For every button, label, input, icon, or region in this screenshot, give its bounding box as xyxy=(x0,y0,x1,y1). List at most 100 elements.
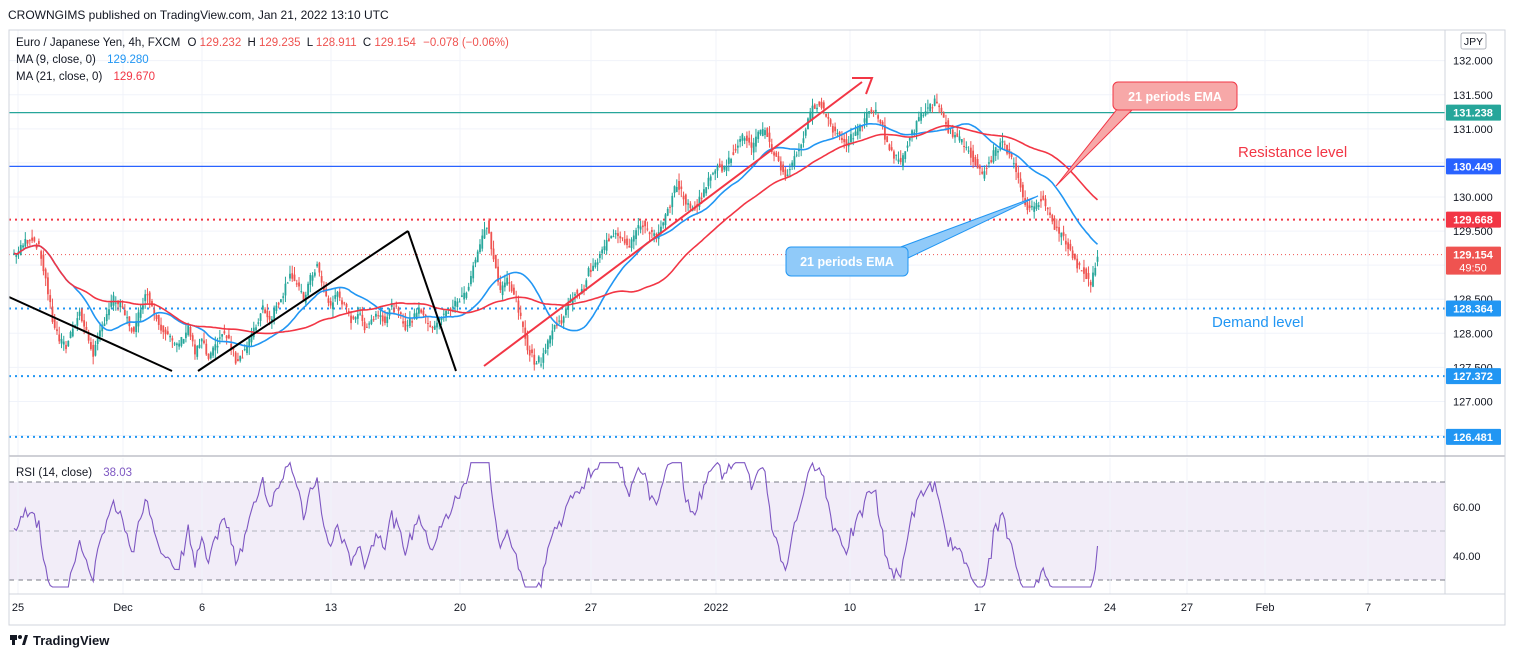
candle-body xyxy=(596,262,599,265)
candle-body xyxy=(300,291,303,293)
candle-body xyxy=(216,345,219,348)
candle-body xyxy=(601,249,604,254)
candle-body xyxy=(924,111,927,116)
candle-body xyxy=(974,156,977,166)
candle-body xyxy=(139,309,142,318)
candle-body xyxy=(816,107,818,110)
candle-body xyxy=(47,277,49,295)
candle-body xyxy=(499,282,502,291)
candle-body xyxy=(1094,267,1097,276)
candle-body xyxy=(1074,253,1076,260)
candle-body xyxy=(427,323,429,325)
candle-body xyxy=(37,241,40,245)
candle-body xyxy=(675,186,678,193)
candle-body xyxy=(1010,152,1013,157)
candle-body xyxy=(1067,242,1070,249)
candle-body xyxy=(390,302,393,307)
annotation-ema-blue[interactable]: 21 periods EMA xyxy=(785,195,1039,277)
candle-body xyxy=(250,333,253,343)
candle-body xyxy=(1006,144,1008,154)
candle-body xyxy=(589,269,592,273)
candle-body xyxy=(526,335,529,351)
candle-body xyxy=(1096,256,1099,262)
candle-body xyxy=(565,308,567,316)
time-axis[interactable]: 25 Dec 6 13 20 27 2022 10 17 24 27 Feb 7 xyxy=(12,602,1371,614)
candle-body xyxy=(626,238,628,246)
legend: Euro / Japanese Yen, 4h, FXCM O 129.232 … xyxy=(16,37,509,83)
tradingview-logo[interactable]: TradingView xyxy=(10,633,110,648)
candle-body xyxy=(420,309,423,313)
candle-body xyxy=(1049,212,1051,215)
candle-body xyxy=(850,134,852,143)
candle-body xyxy=(777,156,780,161)
candle-body xyxy=(454,300,457,307)
candle-body xyxy=(981,171,984,174)
candle-body xyxy=(203,340,205,344)
svg-text:MA (21, close, 0) 129.67: MA (21, close, 0) 129.670 xyxy=(16,71,155,83)
price-badge xyxy=(1446,246,1501,275)
candle-body xyxy=(248,338,251,348)
candle-body xyxy=(327,298,330,303)
candle-body xyxy=(90,342,92,350)
candle-body xyxy=(585,280,588,288)
candle-body xyxy=(739,139,742,142)
svg-text:RSI (14, close) 38.03: RSI (14, close) 38.03 xyxy=(16,467,132,479)
candle-body xyxy=(883,125,886,140)
candle-body xyxy=(544,350,547,353)
candle-body xyxy=(868,111,870,114)
candle-body xyxy=(418,307,420,314)
candle-body xyxy=(533,354,536,365)
candle-body xyxy=(246,345,248,354)
candle-body xyxy=(270,319,273,322)
candle-body xyxy=(811,105,814,120)
candle-body xyxy=(619,236,622,239)
candle-body xyxy=(646,228,649,230)
candle-body xyxy=(408,318,411,326)
candle-body xyxy=(730,158,732,163)
time-tick: 2022 xyxy=(704,602,728,614)
candle-body xyxy=(76,318,79,326)
candle-body xyxy=(67,340,70,347)
candle-body xyxy=(888,144,891,150)
candle-body xyxy=(13,253,15,256)
candle-body xyxy=(338,291,341,298)
candle-body xyxy=(576,289,579,294)
candle-body xyxy=(187,325,190,335)
jpy-button[interactable]: JPY xyxy=(1460,32,1487,50)
candle-body xyxy=(429,325,432,328)
rsi-pane[interactable]: RSI (14, close) 38.03 60.00 40.00 xyxy=(9,458,1481,594)
candle-body xyxy=(829,119,832,125)
candle-body xyxy=(513,287,515,295)
candle-body xyxy=(291,273,294,279)
candle-body xyxy=(87,333,90,341)
candle-body xyxy=(897,159,900,162)
candle-body xyxy=(146,294,149,296)
candle-body xyxy=(1064,240,1067,245)
candle-body xyxy=(617,233,619,237)
svg-text:Euro / Japanese Yen, 4h, FXCM: Euro / Japanese Yen, 4h, FXCM O 129.232 … xyxy=(16,37,509,49)
candle-body xyxy=(879,119,882,124)
candle-body xyxy=(940,107,943,113)
candle-body xyxy=(207,353,210,359)
publisher-line: CROWNGIMS published on TradingView.com, … xyxy=(8,8,389,22)
price-axis[interactable]: 132.000131.500131.000130.500130.000129.5… xyxy=(1444,30,1501,594)
candle-body xyxy=(680,186,683,190)
candle-body xyxy=(71,328,74,337)
candle-body xyxy=(476,251,479,263)
time-tick: Dec xyxy=(113,602,133,614)
candle-body xyxy=(433,325,436,330)
candle-body xyxy=(160,324,162,331)
candle-body xyxy=(933,98,936,106)
candle-body xyxy=(384,316,386,323)
candle-body xyxy=(284,283,287,296)
candle-body xyxy=(365,326,368,328)
candle-body xyxy=(637,225,640,229)
candle-body xyxy=(1031,205,1033,208)
candle-body xyxy=(951,129,954,137)
candle-body xyxy=(669,206,671,208)
annotation-ema-red[interactable]: 21 periods EMA xyxy=(1055,81,1238,187)
candle-body xyxy=(230,343,233,349)
candle-body xyxy=(886,136,889,143)
candle-body xyxy=(920,112,922,121)
